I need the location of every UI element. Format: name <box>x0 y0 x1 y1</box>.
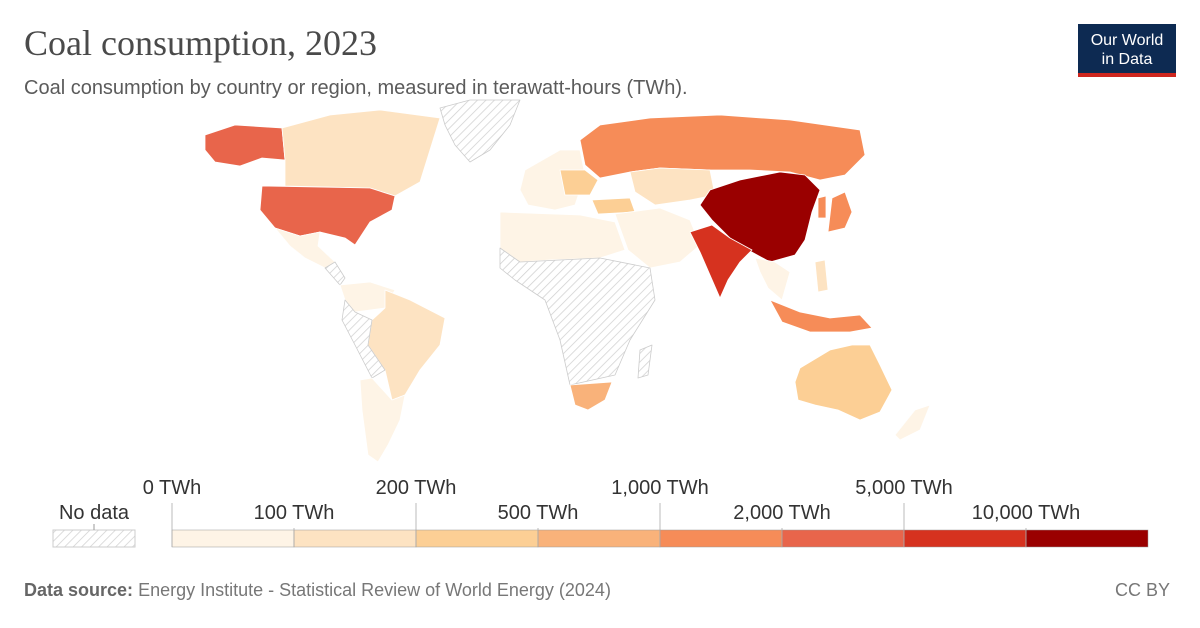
legend-bin-swatch[interactable] <box>415 529 539 548</box>
south-africa[interactable] <box>569 381 613 411</box>
license[interactable]: CC BY <box>1114 580 1170 600</box>
southeast-asia[interactable] <box>754 257 791 301</box>
chile-argentina[interactable] <box>359 377 406 463</box>
legend-tick-label: 2,000 TWh <box>733 502 831 524</box>
kazakhstan[interactable] <box>629 167 716 206</box>
middle-east[interactable] <box>614 207 701 269</box>
canada[interactable] <box>281 109 441 197</box>
legend-tick-label: 0 TWh <box>142 477 202 499</box>
turkey[interactable] <box>591 197 636 215</box>
greenland[interactable] <box>439 99 521 163</box>
legend-tick-label: 200 TWh <box>375 477 457 499</box>
countries <box>204 99 931 463</box>
australia[interactable] <box>794 344 893 421</box>
legend-bin-swatch[interactable] <box>171 529 295 548</box>
china[interactable] <box>699 171 821 263</box>
legend <box>52 503 1149 548</box>
madagascar[interactable] <box>637 344 653 379</box>
peru-bolivia[interactable] <box>341 299 386 379</box>
korea[interactable] <box>817 195 827 219</box>
source-text[interactable]: Energy Institute - Statistical Review of… <box>138 580 611 600</box>
north-africa[interactable] <box>499 211 626 263</box>
europe-central[interactable] <box>559 169 599 196</box>
legend-bin-swatch[interactable] <box>293 529 417 548</box>
central-america[interactable] <box>324 261 346 286</box>
indonesia[interactable] <box>769 299 873 333</box>
legend-tick-label: 10,000 TWh <box>971 502 1081 524</box>
new-zealand[interactable] <box>894 404 931 441</box>
legend-tick-label: 500 TWh <box>497 502 579 524</box>
philippines[interactable] <box>814 259 829 293</box>
legend-bin-swatch[interactable] <box>903 529 1027 548</box>
legend-no-data-label: No data <box>58 502 130 524</box>
legend-tick-label: 5,000 TWh <box>855 477 953 499</box>
chart-title: Coal consumption, 2023 <box>24 23 377 63</box>
central-africa[interactable] <box>499 247 656 386</box>
legend-bin-swatch[interactable] <box>1025 529 1149 548</box>
source-label: Data source: <box>24 580 134 600</box>
legend-tick-label: 100 TWh <box>253 502 335 524</box>
legend-arrow <box>1138 530 1146 547</box>
united-states[interactable] <box>259 185 396 246</box>
data-source: Data source: Energy Institute - Statisti… <box>24 580 611 601</box>
logo-line-2: in Data <box>1101 51 1153 68</box>
chart-subtitle: Coal consumption by country or region, m… <box>24 77 688 99</box>
legend-tick-label: 1,000 TWh <box>611 477 709 499</box>
legend-bin-swatch[interactable] <box>537 529 661 548</box>
legend-no-data-swatch <box>52 529 136 548</box>
legend-bin-swatch[interactable] <box>781 529 905 548</box>
legend-bin-swatch[interactable] <box>659 529 783 548</box>
owid-logo[interactable]: Our World in Data <box>1078 24 1176 77</box>
russia[interactable] <box>579 114 866 181</box>
japan[interactable] <box>827 191 853 233</box>
logo-line-1: Our World <box>1090 32 1164 49</box>
alaska[interactable] <box>204 124 286 167</box>
india[interactable] <box>689 224 753 299</box>
